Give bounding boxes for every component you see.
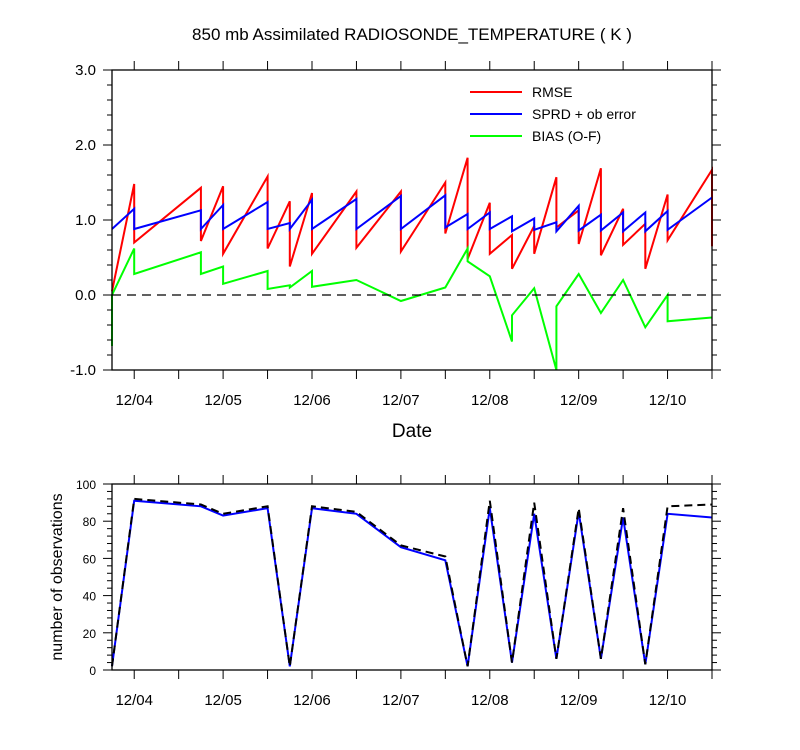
legend-label-bias-o-f: BIAS (O-F) xyxy=(532,128,601,144)
bottom-xtick-label: 12/06 xyxy=(293,692,331,709)
top-ytick-label: 2.0 xyxy=(75,137,96,154)
bottom-xtick-label: 12/07 xyxy=(382,692,420,709)
bottom-ytick-label: 0 xyxy=(89,664,96,678)
top-xtick-label: 12/04 xyxy=(115,392,153,409)
top-xtick-label: 12/09 xyxy=(560,392,598,409)
bottom-xtick-label: 12/04 xyxy=(115,692,153,709)
top-ytick-label: -1.0 xyxy=(70,362,96,379)
bottom-series-group xyxy=(111,497,713,667)
bottom-axes: 0 20 40 60 80 100 12/04 12/05 12/06 12/07 12/08 12/… xyxy=(76,475,721,709)
bottom-ytick-label: 80 xyxy=(83,515,97,529)
bottom-ytick-label: 40 xyxy=(83,590,97,604)
legend-label-sprd-ob-error: SPRD + ob error xyxy=(532,106,636,122)
bottom-ytick-label: 20 xyxy=(83,627,97,641)
bottom-plot-frame xyxy=(111,483,713,671)
bottom-xtick-label: 12/09 xyxy=(560,692,598,709)
top-xtick-label: 12/05 xyxy=(204,392,242,409)
x-axis-label: Date xyxy=(392,421,432,442)
bottom-xtick-label: 12/05 xyxy=(204,692,242,709)
top-plot: -1.0 0.0 1.0 2.0 3.0 12/04 12/05 12/06 12/07 12/0… xyxy=(70,61,721,409)
legend: RMSE SPRD + ob error BIAS (O-F) xyxy=(470,84,636,144)
top-ytick-label: 1.0 xyxy=(75,212,96,229)
legend-label-rmse: RMSE xyxy=(532,84,572,100)
bottom-ytick-label: 100 xyxy=(76,478,96,492)
bottom-xtick-label: 12/10 xyxy=(649,692,687,709)
series-possible xyxy=(111,497,713,667)
series-bias-o-f xyxy=(111,244,713,371)
series-sprd-ob-error xyxy=(111,193,713,234)
y-axis-label-observations: number of observations xyxy=(49,493,66,660)
top-ytick-label: 0.0 xyxy=(75,287,96,304)
top-xtick-label: 12/08 xyxy=(471,392,509,409)
bottom-xtick-label: 12/08 xyxy=(471,692,509,709)
series-assimilated xyxy=(111,499,713,667)
top-xtick-label: 12/10 xyxy=(649,392,687,409)
bottom-ytick-label: 60 xyxy=(83,552,97,566)
bottom-plot: 0 20 40 60 80 100 12/04 12/05 12/06 12/07 12/08 12/… xyxy=(76,475,721,709)
top-ytick-label: 3.0 xyxy=(75,62,96,79)
top-xtick-label: 12/07 xyxy=(382,392,420,409)
series-rmse xyxy=(111,157,713,292)
chart-title: 850 mb Assimilated RADIOSONDE_TEMPERATUR… xyxy=(192,25,632,44)
top-plot-frame xyxy=(111,69,713,371)
top-axes: -1.0 0.0 1.0 2.0 3.0 12/04 12/05 12/06 12/07 12/0… xyxy=(70,61,721,409)
top-series-group xyxy=(111,157,713,371)
top-xtick-label: 12/06 xyxy=(293,392,331,409)
